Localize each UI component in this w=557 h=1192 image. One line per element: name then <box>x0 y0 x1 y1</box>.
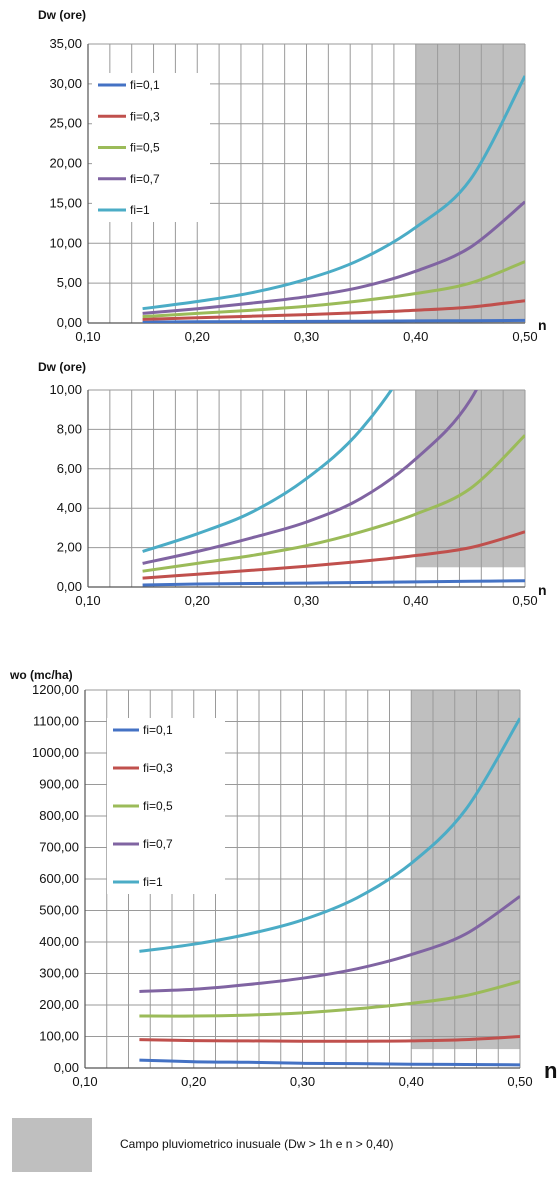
y-tick-label: 0,00 <box>57 315 82 330</box>
y-tick-label: 2,00 <box>57 540 82 555</box>
x-axis-label: n <box>538 317 547 333</box>
series-line-fi-1 <box>139 717 520 953</box>
x-tick-label: 0,30 <box>294 593 319 608</box>
wo-chart: 0,00 100,00 200,00 300,00 400,00 500,00 600,00… <box>9 668 557 1089</box>
series-line-fi-0-5 <box>142 260 525 319</box>
x-tick-label: 0,20 <box>181 1074 206 1089</box>
shaded-area-swatch <box>12 1118 92 1172</box>
series-line-fi-1 <box>142 75 525 311</box>
y-tick-label: 1000,00 <box>32 745 79 760</box>
y-tick-label: 1200,00 <box>32 682 79 697</box>
x-tick-label: 0,40 <box>403 329 428 344</box>
y-tick-label: 35,00 <box>49 36 82 51</box>
y-tick-label: 800,00 <box>39 808 79 823</box>
y-tick-label: 5,00 <box>57 275 82 290</box>
legend-label-fi-0-1: fi=0,1 <box>143 723 173 737</box>
x-tick-label: 0,20 <box>185 593 210 608</box>
y-tick-label: 10,00 <box>49 382 82 397</box>
y-tick-label: 10,00 <box>49 235 82 250</box>
x-tick-label: 0,10 <box>72 1074 97 1089</box>
legend-label-fi-1: fi=1 <box>143 875 163 889</box>
series-line-fi-1 <box>142 390 394 553</box>
x-axis-label: n <box>544 1058 557 1083</box>
dw-chart: 0,00 5,00 10,00 15,00 20,00 25,00 30,00 35,00 0,… <box>38 8 547 344</box>
x-tick-label: 0,30 <box>294 329 319 344</box>
y-tick-label: 700,00 <box>39 840 79 855</box>
y-tick-label: 25,00 <box>49 116 82 131</box>
legend-label-fi-0-1: fi=0,1 <box>130 78 160 92</box>
shaded-region <box>415 44 525 323</box>
x-tick-label: 0,40 <box>403 593 428 608</box>
x-tick-label: 0,10 <box>75 593 100 608</box>
y-tick-label: 900,00 <box>39 777 79 792</box>
series-line-fi-0-7 <box>142 200 525 315</box>
legend-label-fi-0-7: fi=0,7 <box>143 837 173 851</box>
x-tick-label: 0,20 <box>185 329 210 344</box>
shaded-area-legend: Campo pluviometrico inusuale (Dw > 1h e … <box>12 1118 532 1172</box>
series-line-fi-0-3 <box>139 1035 520 1043</box>
y-tick-label: 0,00 <box>57 579 82 594</box>
y-tick-label: 30,00 <box>49 76 82 91</box>
y-tick-label: 8,00 <box>57 421 82 436</box>
series-line-fi-0-1 <box>139 1058 520 1067</box>
x-axis-label: n <box>538 582 547 598</box>
legend-label-fi-0-5: fi=0,5 <box>143 799 173 813</box>
x-tick-label: 0,40 <box>399 1074 424 1089</box>
dw-zoom-chart: 0,00 2,00 4,00 6,00 8,00 10,00 0,10 0,20 0,30 0,4… <box>38 360 547 608</box>
y-tick-label: 0,00 <box>54 1060 79 1075</box>
series-line-fi-0-1 <box>142 318 525 323</box>
y-tick-label: 20,00 <box>49 156 82 171</box>
y-tick-label: 1100,00 <box>33 714 79 729</box>
y-axis-label: Dw (ore) <box>38 8 86 22</box>
y-tick-label: 400,00 <box>39 934 79 949</box>
y-tick-label: 300,00 <box>39 966 79 981</box>
y-tick-label: 6,00 <box>57 461 82 476</box>
series-line-fi-0-7 <box>139 895 520 993</box>
x-tick-label: 0,50 <box>512 329 537 344</box>
y-tick-label: 200,00 <box>39 997 79 1012</box>
y-tick-label: 500,00 <box>39 903 79 918</box>
shaded-area-label: Campo pluviometrico inusuale (Dw > 1h e … <box>120 1137 394 1151</box>
series-line-fi-0-3 <box>142 299 525 321</box>
x-tick-label: 0,50 <box>512 593 537 608</box>
y-axis-label: Dw (ore) <box>38 360 86 374</box>
series-line-fi-0-5 <box>139 979 520 1018</box>
x-tick-label: 0,30 <box>290 1074 315 1089</box>
legend-label-fi-0-3: fi=0,3 <box>143 761 173 775</box>
series-line-fi-0-3 <box>142 530 525 580</box>
x-tick-label: 0,50 <box>507 1074 532 1089</box>
legend-label-fi-0-3: fi=0,3 <box>130 109 160 123</box>
series-line-fi-0-5 <box>142 434 525 573</box>
y-tick-label: 4,00 <box>57 500 82 515</box>
shaded-region <box>415 390 525 568</box>
y-axis-label: wo (mc/ha) <box>9 668 73 682</box>
legend-label-fi-1: fi=1 <box>130 203 150 217</box>
y-tick-label: 600,00 <box>39 871 79 886</box>
y-tick-label: 100,00 <box>39 1029 79 1044</box>
y-tick-label: 15,00 <box>49 195 82 210</box>
legend-label-fi-0-7: fi=0,7 <box>130 172 160 186</box>
x-tick-label: 0,10 <box>75 329 100 344</box>
legend-label-fi-0-5: fi=0,5 <box>130 141 160 155</box>
series-line-fi-0-7 <box>142 390 478 565</box>
series-line-fi-0-1 <box>142 579 525 587</box>
